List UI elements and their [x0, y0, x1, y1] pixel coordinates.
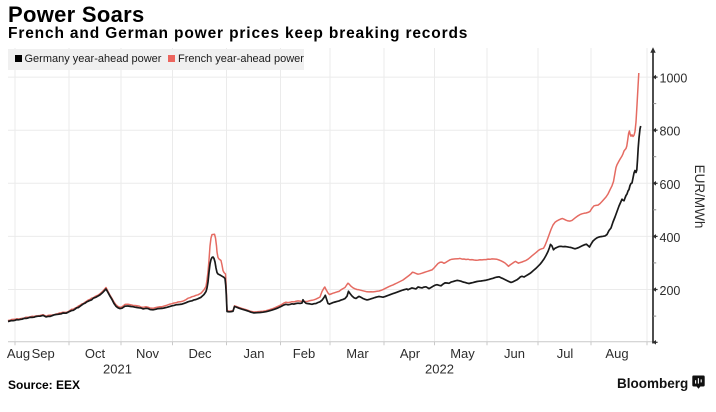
svg-text:Nov: Nov [136, 346, 160, 361]
svg-text:EUR/MWh: EUR/MWh [692, 165, 707, 229]
svg-text:Oct: Oct [85, 346, 106, 361]
svg-text:Jun: Jun [504, 346, 525, 361]
svg-text:Aug: Aug [7, 346, 30, 361]
svg-text:2021: 2021 [103, 362, 132, 377]
svg-text:400: 400 [660, 231, 681, 245]
svg-text:Feb: Feb [293, 346, 315, 361]
svg-text:2022: 2022 [425, 362, 454, 377]
svg-text:Dec: Dec [188, 346, 212, 361]
svg-text:200: 200 [660, 284, 681, 298]
svg-text:May: May [450, 346, 475, 361]
svg-text:Jan: Jan [244, 346, 265, 361]
svg-text:Aug: Aug [605, 346, 628, 361]
svg-text:Mar: Mar [346, 346, 369, 361]
svg-text:Jul: Jul [557, 346, 574, 361]
svg-text:Sep: Sep [32, 346, 55, 361]
svg-text:800: 800 [660, 125, 681, 139]
svg-text:600: 600 [660, 178, 681, 192]
svg-text:Apr: Apr [400, 346, 421, 361]
svg-text:1000: 1000 [660, 72, 688, 86]
